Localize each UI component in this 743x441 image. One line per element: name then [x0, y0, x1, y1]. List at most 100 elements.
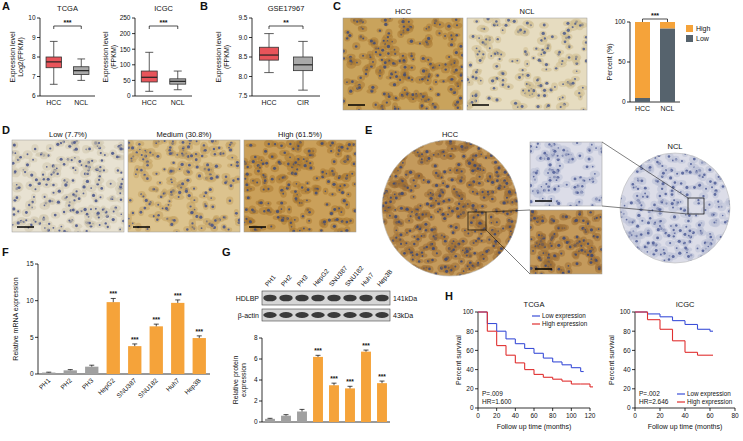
- nucleus: [48, 200, 51, 203]
- cell: [328, 192, 336, 196]
- median: [141, 77, 157, 78]
- micrograph: [128, 140, 240, 232]
- nucleus: [378, 47, 380, 49]
- y-tick-label: 8: [32, 53, 36, 60]
- nucleus: [263, 189, 265, 191]
- cell: [384, 43, 394, 50]
- nucleus: [52, 192, 54, 194]
- nucleus: [543, 94, 546, 97]
- panel-letter: C: [333, 0, 341, 12]
- cell: [99, 207, 107, 213]
- nucleus: [301, 186, 303, 188]
- cell: [227, 154, 238, 160]
- cell: [580, 107, 586, 110]
- cell: [292, 171, 298, 177]
- nucleus: [207, 169, 210, 172]
- cell: [278, 218, 287, 222]
- cell: [334, 176, 343, 181]
- nucleus: [490, 55, 492, 57]
- cell: [303, 147, 314, 154]
- nucleus: [426, 107, 428, 109]
- nucleus: [189, 205, 191, 207]
- nucleus: [60, 158, 63, 161]
- cell: [477, 77, 484, 85]
- cell: [116, 191, 124, 196]
- nucleus: [40, 154, 42, 156]
- nucleus: [346, 31, 349, 34]
- nucleus: [157, 214, 159, 216]
- y-tick: [132, 64, 135, 65]
- y-tick-label: 8.5: [238, 53, 247, 60]
- cell: [447, 85, 456, 93]
- nucleus: [486, 18, 489, 20]
- nucleus: [186, 228, 189, 231]
- nucleus: [346, 37, 348, 39]
- nucleus: [375, 104, 377, 106]
- nucleus: [169, 200, 171, 202]
- nucleus: [497, 38, 499, 40]
- cell: [12, 213, 17, 217]
- nucleus: [159, 182, 161, 184]
- nucleus: [195, 158, 198, 161]
- micrograph: [467, 18, 587, 110]
- y-tick: [249, 96, 252, 97]
- y-axis-label: Expression level: [102, 31, 110, 82]
- cell: [319, 229, 324, 232]
- nucleus: [372, 61, 374, 63]
- scale-bar: [472, 104, 489, 106]
- cell: [326, 179, 331, 185]
- cell: [524, 60, 530, 68]
- cell: [143, 162, 154, 170]
- cell: [269, 154, 276, 159]
- significance: ***: [159, 19, 167, 26]
- nucleus: [379, 53, 382, 56]
- nucleus: [576, 70, 578, 72]
- nucleus: [214, 219, 216, 221]
- median: [46, 61, 61, 62]
- nucleus: [362, 55, 364, 57]
- nucleus: [201, 227, 203, 229]
- nucleus: [507, 86, 509, 88]
- tissue: [244, 140, 356, 232]
- cell: [234, 217, 240, 222]
- nucleus: [201, 155, 204, 158]
- nucleus: [522, 69, 524, 71]
- nucleus: [294, 172, 297, 175]
- cell: [162, 167, 167, 172]
- nucleus: [383, 93, 386, 96]
- nucleus: [17, 210, 19, 212]
- cell: [451, 18, 460, 23]
- nucleus: [146, 177, 149, 180]
- cell: [192, 140, 200, 145]
- cell: [399, 93, 405, 97]
- nucleus: [560, 106, 562, 108]
- nucleus: [206, 163, 209, 166]
- nucleus: [156, 218, 159, 221]
- nucleus: [567, 36, 570, 39]
- cell: [70, 140, 79, 145]
- cell: [22, 168, 28, 177]
- frame: [467, 18, 587, 110]
- nucleus: [299, 202, 301, 204]
- significance-bracket: [54, 26, 82, 29]
- y-tick-label: 200: [120, 30, 131, 37]
- nucleus: [354, 209, 356, 212]
- nucleus: [144, 150, 146, 152]
- nucleus: [516, 60, 518, 62]
- cell: [69, 166, 76, 170]
- cell: [210, 151, 219, 157]
- nucleus: [442, 80, 444, 82]
- nucleus: [271, 178, 274, 181]
- cell: [470, 73, 475, 80]
- cell: [423, 96, 433, 102]
- cell: [378, 58, 385, 62]
- cell: [323, 188, 329, 195]
- significance: ***: [651, 12, 659, 19]
- nucleus: [99, 166, 101, 168]
- nucleus: [271, 156, 273, 158]
- cell: [170, 161, 176, 165]
- cell: [486, 95, 493, 100]
- nucleus: [295, 197, 298, 200]
- nucleus: [142, 195, 144, 197]
- y-axis-label: (FPKM): [110, 45, 118, 69]
